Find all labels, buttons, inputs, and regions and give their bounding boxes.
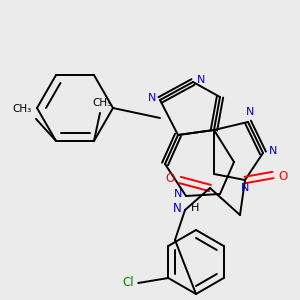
Text: Cl: Cl xyxy=(122,275,134,289)
Text: N: N xyxy=(197,75,205,85)
Text: N: N xyxy=(269,146,277,156)
Text: CH₃: CH₃ xyxy=(92,98,112,108)
Text: N: N xyxy=(174,189,182,199)
Text: H: H xyxy=(191,203,199,213)
Text: O: O xyxy=(278,169,288,182)
Text: N: N xyxy=(172,202,182,214)
Text: N: N xyxy=(246,107,254,117)
Text: O: O xyxy=(165,172,175,185)
Text: N: N xyxy=(241,183,249,193)
Text: N: N xyxy=(148,93,156,103)
Text: CH₃: CH₃ xyxy=(12,104,32,114)
